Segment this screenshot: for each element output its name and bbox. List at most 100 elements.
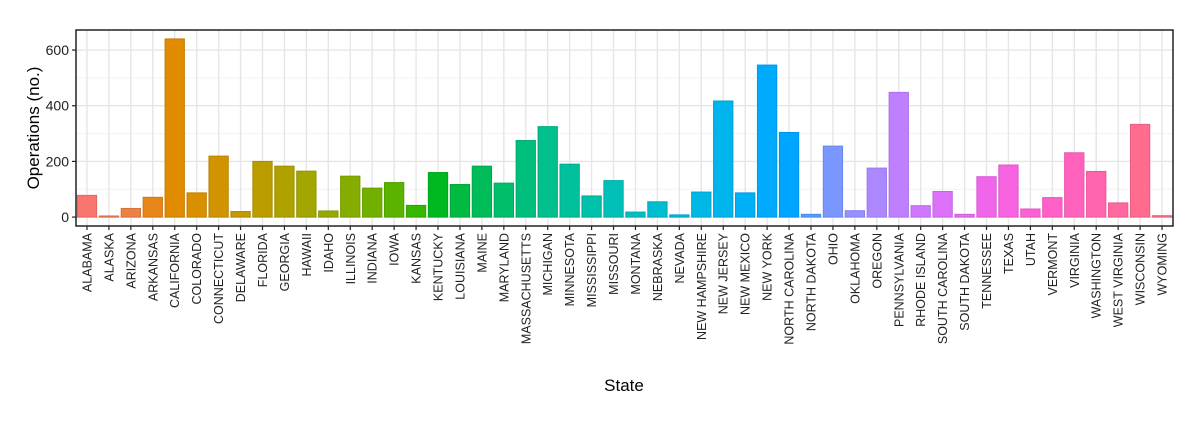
bar-north-carolina: [778, 131, 800, 218]
bar-alabama: [76, 194, 98, 218]
x-tick-label: NEBRASKA: [651, 232, 665, 301]
x-tick-label: ALABAMA: [80, 232, 94, 292]
x-tick-label: TEXAS: [1002, 233, 1016, 274]
bar-kansas: [405, 204, 427, 218]
x-tick-label: CONNECTICUT: [212, 233, 226, 324]
bar-indiana: [362, 187, 383, 218]
x-tick-label: TENNESSEE: [980, 233, 994, 309]
x-tick-label: OREGON: [870, 233, 884, 289]
x-tick-label: ALASKA: [102, 232, 116, 281]
bar-washington: [1086, 170, 1107, 218]
bar-georgia: [274, 165, 295, 218]
bar-west-virginia: [1107, 202, 1129, 218]
x-tick-label: IOWA: [388, 232, 402, 266]
bars: [76, 38, 1173, 218]
x-tick-label: MAINE: [475, 233, 489, 273]
bar-north-dakota: [800, 213, 822, 218]
bar-ohio: [822, 145, 844, 218]
x-tick-label: IDAHO: [322, 233, 336, 273]
x-tick-label: FLORIDA: [256, 232, 270, 287]
x-tick-label: NEW JERSEY: [717, 232, 731, 314]
x-tick-label: RHODE ISLAND: [914, 233, 928, 327]
x-axis-title: State: [604, 376, 644, 395]
x-tick-label: NEW HAMPSHIRE: [695, 233, 709, 340]
bar-maine: [471, 165, 493, 218]
x-tick-label: CALIFORNIA: [168, 232, 182, 308]
bar-minnesota: [559, 163, 580, 218]
y-axis-title: Operations (no.): [24, 67, 43, 190]
bar-oklahoma: [844, 210, 866, 218]
bar-nebraska: [647, 201, 668, 218]
bar-wyoming: [1151, 215, 1173, 218]
y-tick-label: 200: [46, 153, 70, 169]
x-tick-label: OKLAHOMA: [848, 232, 862, 304]
bar-oregon: [866, 167, 887, 218]
x-tick-label: NEVADA: [673, 232, 687, 283]
x-tick-label: MARYLAND: [497, 233, 511, 302]
x-tick-label: OHIO: [826, 233, 840, 265]
x-tick-label: HAWAII: [300, 233, 314, 277]
y-tick-label: 400: [46, 98, 70, 114]
x-tick-label: NEW YORK: [761, 232, 775, 300]
x-tick-label: MONTANA: [629, 232, 643, 294]
x-axis: ALABAMA ALASKA ARIZONA ARKANSAS CALIFORNIA CO…: [80, 226, 1170, 345]
x-tick-label: SOUTH CAROLINA: [936, 232, 950, 344]
bar-louisiana: [449, 184, 471, 218]
x-tick-label: WISCONSIN: [1134, 233, 1148, 305]
bar-montana: [625, 211, 646, 218]
bar-idaho: [318, 210, 339, 218]
x-tick-label: KANSAS: [410, 233, 424, 284]
x-tick-label: VERMONT: [1046, 233, 1060, 296]
y-tick-label: 600: [46, 42, 70, 58]
x-tick-label: LOUISIANA: [453, 232, 467, 299]
bar-tennessee: [976, 176, 997, 218]
bar-illinois: [340, 175, 361, 218]
bar-south-dakota: [954, 213, 975, 218]
bar-new-mexico: [735, 192, 756, 218]
bar-delaware: [230, 211, 251, 218]
bar-arkansas: [142, 196, 163, 218]
bar-new-hampshire: [691, 191, 712, 218]
x-tick-label: ARKANSAS: [146, 233, 160, 301]
bar-connecticut: [208, 155, 229, 218]
y-tick-label: 0: [61, 209, 69, 225]
x-tick-label: WASHINGTON: [1090, 233, 1104, 318]
x-tick-label: VIRGINIA: [1068, 232, 1082, 288]
bar-kentucky: [427, 172, 449, 218]
bar-texas: [998, 164, 1019, 218]
x-tick-label: NEW MEXICO: [739, 233, 753, 315]
y-axis: 0 200 400 600: [46, 42, 76, 225]
x-tick-label: MASSACHUSETTS: [519, 233, 533, 344]
bar-south-carolina: [932, 190, 953, 218]
bar-virginia: [1064, 152, 1085, 218]
x-tick-label: MINNESOTA: [563, 232, 577, 306]
x-tick-label: GEORGIA: [278, 232, 292, 291]
bar-new-york: [756, 64, 778, 218]
bar-florida: [252, 160, 273, 218]
x-tick-label: WYOMING: [1156, 233, 1170, 296]
x-tick-label: UTAH: [1024, 233, 1038, 266]
x-tick-label: PENNSYLVANIA: [892, 232, 906, 327]
x-tick-label: DELAWARE: [234, 233, 248, 302]
x-tick-label: ARIZONA: [124, 232, 138, 288]
bar-michigan: [537, 126, 558, 218]
x-tick-label: NORTH DAKOTA: [804, 232, 818, 331]
x-tick-label: NORTH CAROLINA: [783, 232, 797, 344]
bar-iowa: [383, 182, 405, 218]
x-tick-label: MISSOURI: [607, 233, 621, 295]
bar-rhode-island: [910, 205, 931, 218]
bar-mississippi: [581, 195, 602, 218]
bar-utah: [1020, 208, 1041, 218]
bar-massachusetts: [515, 140, 536, 218]
x-tick-label: SOUTH DAKOTA: [958, 232, 972, 330]
x-tick-label: KENTUCKY: [432, 232, 446, 301]
x-tick-label: MICHIGAN: [541, 233, 555, 296]
bar-colorado: [186, 192, 207, 218]
bar-new-jersey: [713, 100, 734, 218]
x-tick-label: WEST VIRGINIA: [1112, 232, 1126, 327]
bar-nevada: [669, 214, 690, 218]
bar-wisconsin: [1129, 123, 1151, 218]
panel-border: [75, 29, 1174, 227]
bar-missouri: [603, 180, 624, 218]
